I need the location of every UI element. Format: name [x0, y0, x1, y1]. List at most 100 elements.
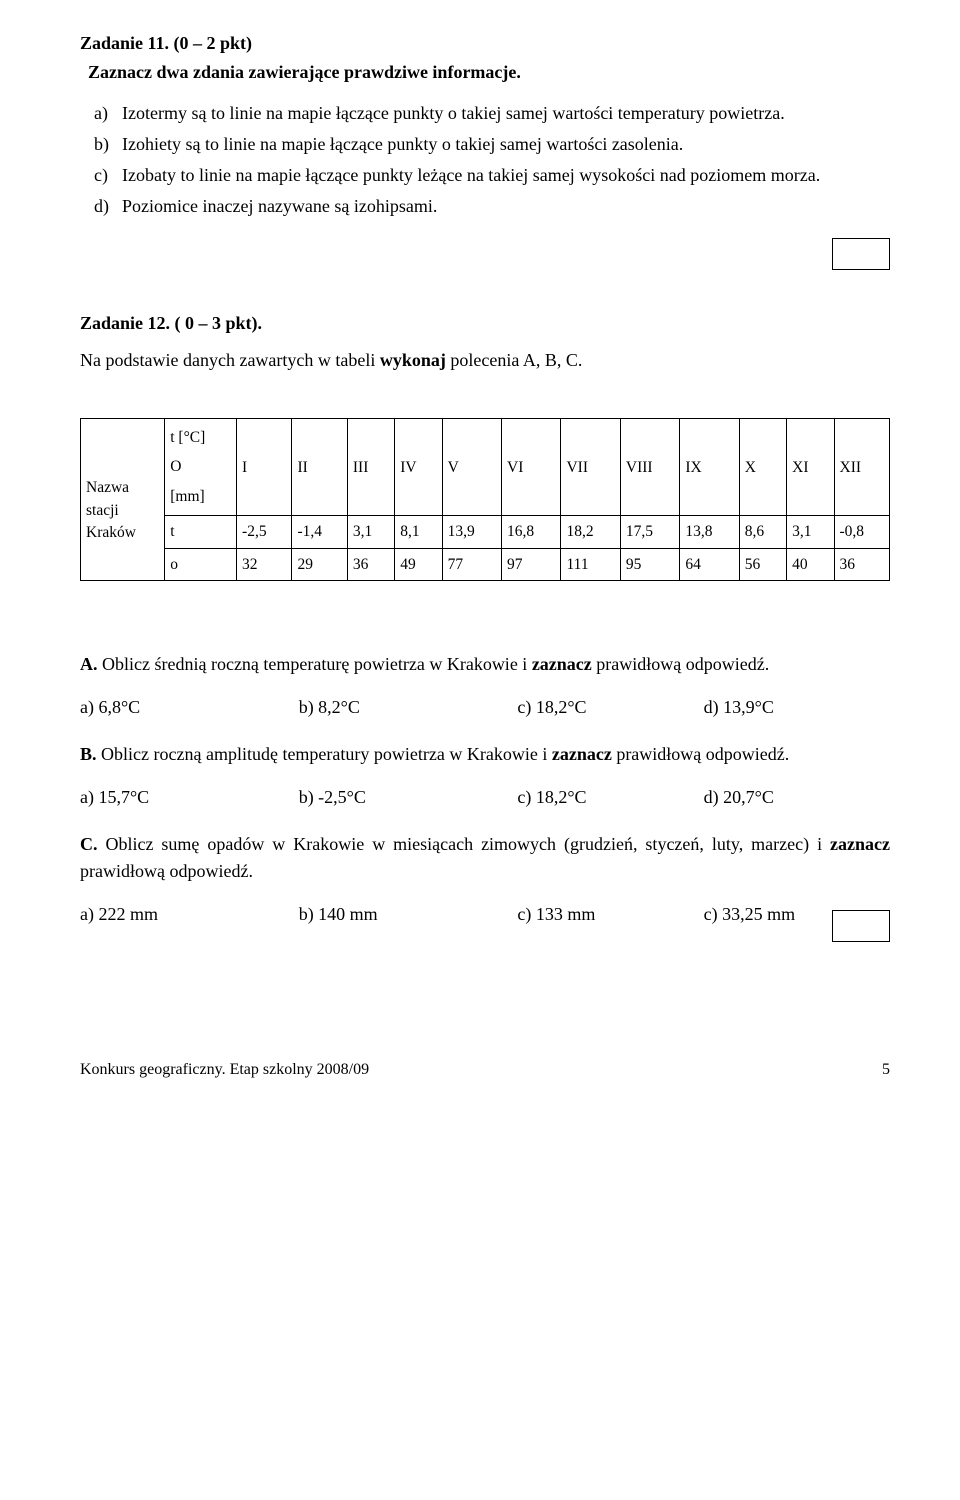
cell: 64	[680, 548, 739, 580]
option[interactable]: a) 222 mm	[80, 901, 299, 928]
cell: 36	[834, 548, 890, 580]
list-text: Izobaty to linie na mapie łączące punkty…	[122, 165, 820, 185]
list-marker: d)	[94, 193, 109, 220]
instr-bold: wykonaj	[380, 350, 446, 370]
q-text-bold: zaznacz	[552, 744, 612, 764]
month-header: IV	[395, 419, 442, 516]
q-text-pre: Oblicz średnią roczną temperaturę powiet…	[98, 654, 532, 674]
cell: 16,8	[502, 516, 561, 548]
question-a: A. Oblicz średnią roczną temperaturę pow…	[80, 651, 890, 678]
task11-instruction: Zaznacz dwa zdania zawierające prawdziwe…	[88, 59, 890, 86]
cell: 17,5	[620, 516, 679, 548]
cell: 32	[237, 548, 292, 580]
row-label: t	[165, 516, 237, 548]
month-header: VIII	[620, 419, 679, 516]
list-marker: a)	[94, 100, 108, 127]
options-a: a) 6,8°C b) 8,2°C c) 18,2°C d) 13,9°C	[80, 694, 890, 721]
instr-post: polecenia A, B, C.	[446, 350, 582, 370]
list-text: Izohiety są to linie na mapie łączące pu…	[122, 134, 683, 154]
footer-left: Konkurs geograficzny. Etap szkolny 2008/…	[80, 1058, 369, 1082]
cell: 13,9	[442, 516, 501, 548]
cell: 49	[395, 548, 442, 580]
list-text: Izotermy są to linie na mapie łączące pu…	[122, 103, 785, 123]
month-header: XII	[834, 419, 890, 516]
cell: 77	[442, 548, 501, 580]
label: t [°C]	[170, 429, 205, 446]
q-text-post: prawidłową odpowiedź.	[612, 744, 789, 764]
task11-title: Zadanie 11. (0 – 2 pkt)	[80, 30, 890, 57]
cell: 97	[502, 548, 561, 580]
q-text-post: prawidłową odpowiedź.	[80, 861, 253, 881]
month-header: XI	[787, 419, 834, 516]
options-b: a) 15,7°C b) -2,5°C c) 18,2°C d) 20,7°C	[80, 784, 890, 811]
table-header-row: Nazwa stacji t [°C] O [mm] I II III IV V…	[81, 419, 890, 516]
question-letter: C.	[80, 834, 98, 854]
col-measure-header: t [°C] O [mm]	[165, 419, 237, 516]
cell: 36	[347, 548, 394, 580]
label: [mm]	[170, 488, 204, 505]
option[interactable]: a) 6,8°C	[80, 694, 299, 721]
climate-table: Nazwa stacji t [°C] O [mm] I II III IV V…	[80, 418, 890, 581]
option[interactable]: c) 33,25 mm	[704, 901, 890, 928]
list-item: b) Izohiety są to linie na mapie łączące…	[80, 131, 890, 158]
cell: 29	[292, 548, 347, 580]
instr-pre: Na podstawie danych zawartych w tabeli	[80, 350, 380, 370]
cell: 111	[561, 548, 620, 580]
month-header: V	[442, 419, 501, 516]
month-header: IX	[680, 419, 739, 516]
table-row-t: t -2,5 -1,4 3,1 8,1 13,9 16,8 18,2 17,5 …	[81, 516, 890, 548]
cell: 3,1	[787, 516, 834, 548]
cell: 95	[620, 548, 679, 580]
label: O	[170, 458, 181, 475]
table-row-o: o 32 29 36 49 77 97 111 95 64 56 40 36	[81, 548, 890, 580]
cell: 40	[787, 548, 834, 580]
list-item: c) Izobaty to linie na mapie łączące pun…	[80, 162, 890, 189]
cell: -0,8	[834, 516, 890, 548]
option[interactable]: c) 133 mm	[517, 901, 703, 928]
month-header: III	[347, 419, 394, 516]
cell: -1,4	[292, 516, 347, 548]
cell: 18,2	[561, 516, 620, 548]
month-header: VI	[502, 419, 561, 516]
question-b: B. Oblicz roczną amplitudę temperatury p…	[80, 741, 890, 768]
q-text-pre: Oblicz roczną amplitudę temperatury powi…	[97, 744, 552, 764]
task11-list: a) Izotermy są to linie na mapie łączące…	[80, 100, 890, 220]
cell: 8,1	[395, 516, 442, 548]
cell: -2,5	[237, 516, 292, 548]
option[interactable]: b) 140 mm	[299, 901, 518, 928]
answer-box[interactable]	[832, 238, 890, 270]
cell: 8,6	[739, 516, 786, 548]
question-letter: A.	[80, 654, 98, 674]
month-header: VII	[561, 419, 620, 516]
cell: 56	[739, 548, 786, 580]
label: stacji	[86, 502, 119, 519]
col-station-header: Nazwa stacji	[81, 419, 165, 581]
label: Nazwa	[86, 479, 129, 496]
option[interactable]: b) -2,5°C	[299, 784, 518, 811]
row-label: o	[165, 548, 237, 580]
question-c: C. Oblicz sumę opadów w Krakowie w miesi…	[80, 831, 890, 885]
question-letter: B.	[80, 744, 97, 764]
cell: 3,1	[347, 516, 394, 548]
month-header: II	[292, 419, 347, 516]
option[interactable]: a) 15,7°C	[80, 784, 299, 811]
month-header: I	[237, 419, 292, 516]
list-marker: b)	[94, 131, 109, 158]
q-text-pre: Oblicz sumę opadów w Krakowie w miesiąca…	[98, 834, 831, 854]
cell: 13,8	[680, 516, 739, 548]
q-text-bold: zaznacz	[532, 654, 592, 674]
list-text: Poziomice inaczej nazywane są izohipsami…	[122, 196, 437, 216]
option[interactable]: d) 20,7°C	[704, 784, 890, 811]
page-number: 5	[882, 1058, 890, 1082]
option[interactable]: c) 18,2°C	[517, 784, 703, 811]
list-marker: c)	[94, 162, 108, 189]
options-c: a) 222 mm b) 140 mm c) 133 mm c) 33,25 m…	[80, 901, 890, 928]
option[interactable]: d) 13,9°C	[704, 694, 890, 721]
month-header: X	[739, 419, 786, 516]
task12-title: Zadanie 12. ( 0 – 3 pkt).	[80, 310, 890, 337]
option[interactable]: b) 8,2°C	[299, 694, 518, 721]
task12-instruction: Na podstawie danych zawartych w tabeli w…	[80, 347, 890, 374]
q-text-bold: zaznacz	[830, 834, 890, 854]
footer: Konkurs geograficzny. Etap szkolny 2008/…	[80, 1058, 890, 1082]
option[interactable]: c) 18,2°C	[517, 694, 703, 721]
